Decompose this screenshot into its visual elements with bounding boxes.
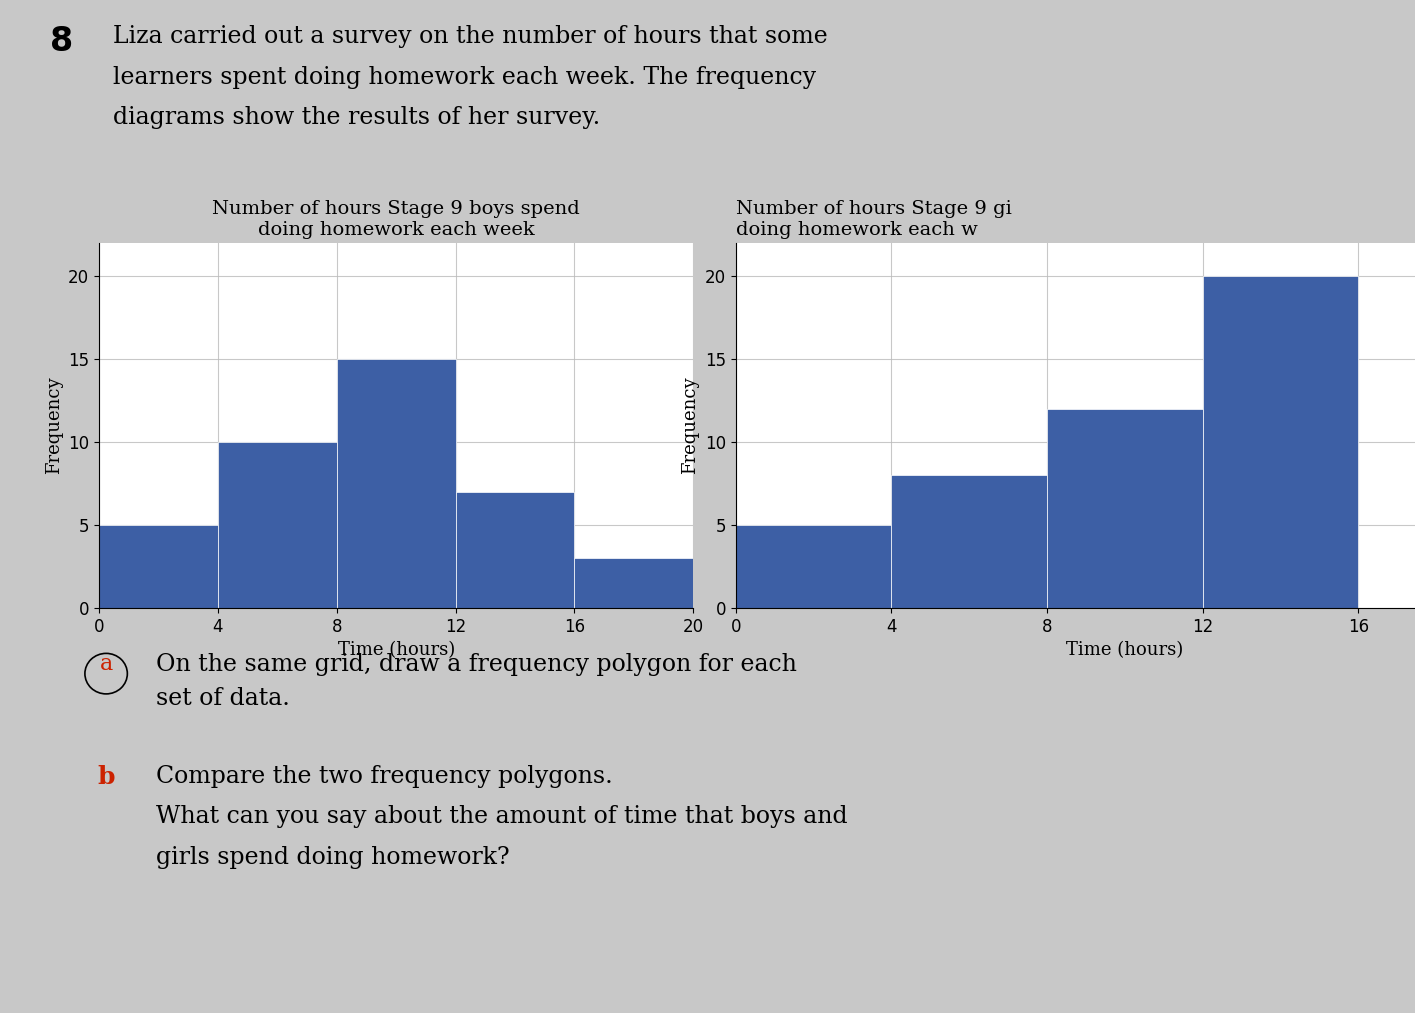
Bar [1047,409,1203,608]
Bar [891,475,1047,608]
Text: Compare the two frequency polygons.: Compare the two frequency polygons. [156,765,613,788]
Text: Liza carried out a survey on the number of hours that some: Liza carried out a survey on the number … [113,25,828,49]
Bar [574,558,693,608]
Bar [337,360,456,608]
Text: diagrams show the results of her survey.: diagrams show the results of her survey. [113,106,600,130]
Bar [736,525,891,608]
Text: girls spend doing homework?: girls spend doing homework? [156,846,509,869]
Bar [99,525,218,608]
Title: Number of hours Stage 9 boys spend
doing homework each week: Number of hours Stage 9 boys spend doing… [212,200,580,239]
Text: b: b [98,765,115,789]
Y-axis label: Frequency: Frequency [682,377,699,474]
Text: Number of hours Stage 9 gi
doing homework each w: Number of hours Stage 9 gi doing homewor… [736,200,1012,239]
X-axis label: Time (hours): Time (hours) [1067,641,1183,659]
Text: learners spent doing homework each week. The frequency: learners spent doing homework each week.… [113,66,816,89]
Bar [1203,277,1358,608]
Text: 8: 8 [50,25,72,59]
Y-axis label: Frequency: Frequency [45,377,62,474]
Text: What can you say about the amount of time that boys and: What can you say about the amount of tim… [156,805,848,829]
Bar [218,442,337,608]
Bar [456,491,574,608]
X-axis label: Time (hours): Time (hours) [338,641,454,659]
Text: On the same grid, draw a frequency polygon for each
set of data.: On the same grid, draw a frequency polyg… [156,653,797,710]
Text: a: a [99,653,113,676]
